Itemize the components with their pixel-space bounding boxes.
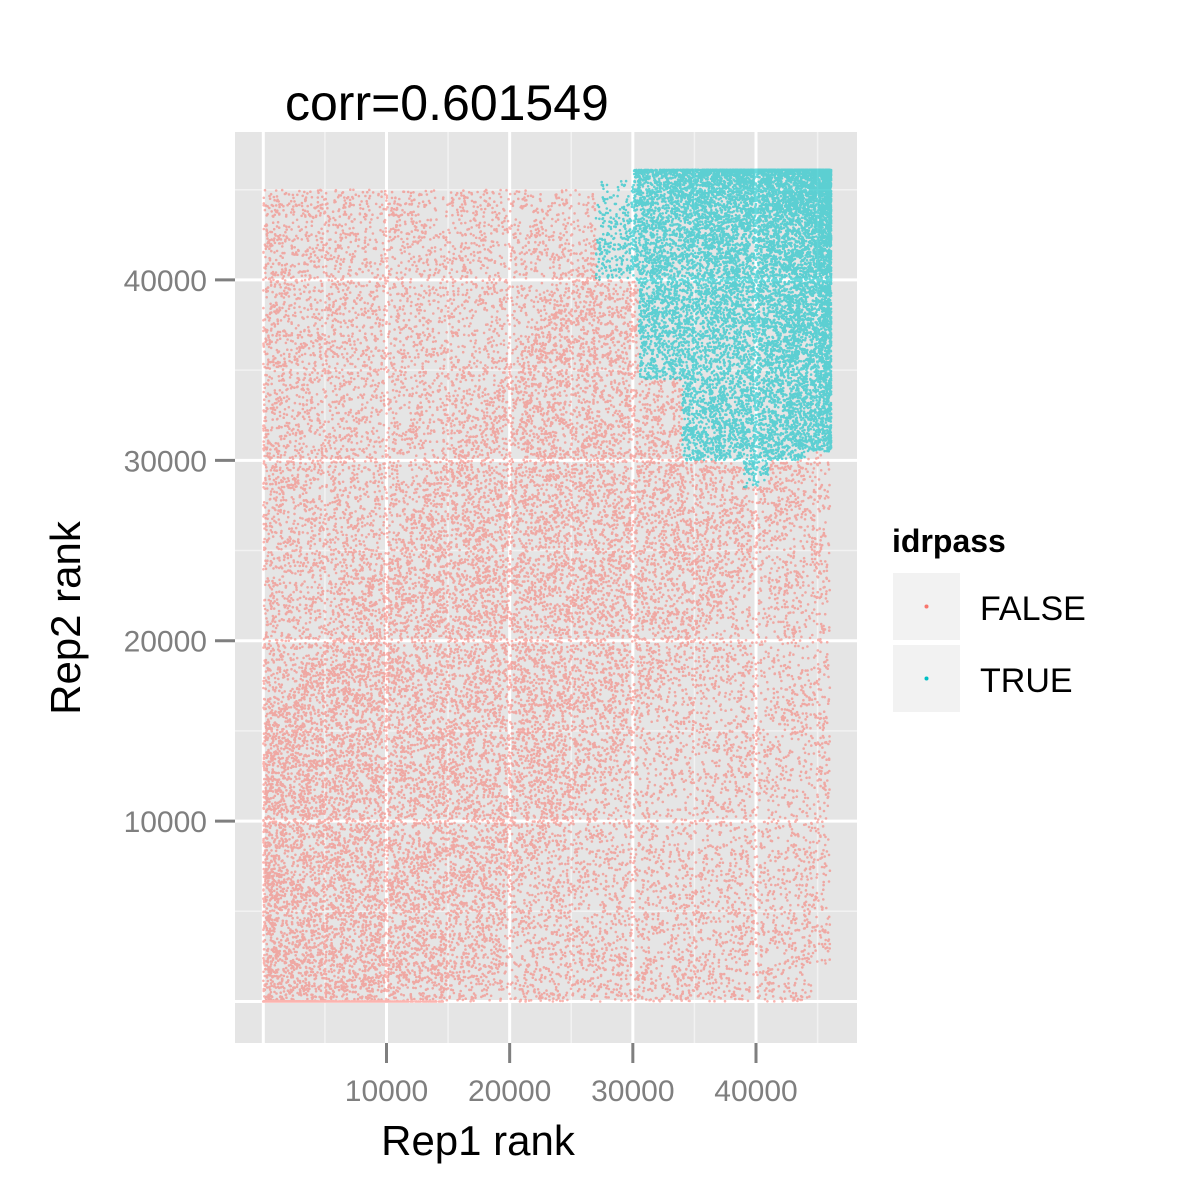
x-tick-label: 20000 — [468, 1075, 551, 1108]
x-tick-label: 40000 — [714, 1075, 797, 1108]
y-axis: 10000 20000 30000 40000 — [124, 265, 235, 839]
x-tick-label: 30000 — [591, 1075, 674, 1108]
series-false-points — [262, 188, 832, 1003]
legend-label-false: FALSE — [980, 590, 1086, 628]
series-true-points — [594, 168, 833, 489]
legend: idrpass FALSE TRUE — [892, 523, 1086, 712]
y-tick-label: 10000 — [124, 806, 207, 839]
legend-title: idrpass — [892, 523, 1006, 559]
legend-label-true: TRUE — [980, 662, 1073, 700]
chart-title: corr=0.601549 — [285, 75, 609, 131]
legend-dot-false — [924, 604, 929, 609]
series-false-marks — [262, 188, 832, 1003]
series-true-marks — [594, 168, 833, 489]
y-tick-label: 30000 — [124, 445, 207, 478]
y-tick-label: 20000 — [124, 626, 207, 659]
y-tick-label: 40000 — [124, 265, 207, 298]
x-tick-label: 10000 — [345, 1075, 428, 1108]
x-axis-title: Rep1 rank — [381, 1117, 576, 1164]
x-axis: 10000 20000 30000 40000 — [345, 1043, 798, 1108]
y-axis-title: Rep2 rank — [42, 520, 89, 715]
legend-dot-true — [924, 676, 929, 681]
